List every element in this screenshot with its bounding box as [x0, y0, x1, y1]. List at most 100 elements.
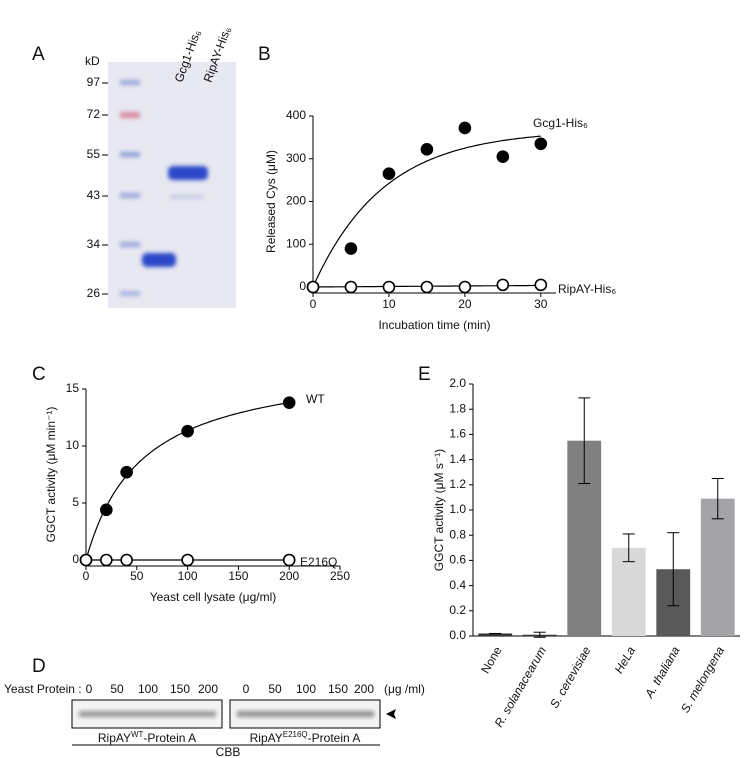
y-tick-label: 400	[286, 108, 306, 122]
x-tick-label: 200	[279, 569, 299, 583]
y-tick-label: 5	[72, 495, 79, 509]
data-point	[344, 280, 358, 294]
amount-label: 200	[198, 682, 218, 696]
y-tick-label: 200	[286, 194, 306, 208]
data-point	[100, 553, 113, 567]
data-point	[534, 278, 548, 292]
y-axis-title: GGCT activity (μM s⁻¹)	[432, 449, 446, 571]
data-point	[120, 465, 133, 479]
gel-bands	[120, 80, 208, 296]
error-bar	[533, 631, 546, 638]
marker-label: 97	[87, 75, 101, 89]
bar	[611, 547, 646, 636]
x-tick-label: 10	[382, 297, 396, 311]
marker-label: 72	[87, 107, 101, 121]
data-point	[458, 121, 472, 135]
series-label: Gcg1-His₆	[533, 116, 588, 130]
x-tick-label: 50	[130, 569, 144, 583]
y-tick-label: 2.0	[449, 376, 466, 390]
blot-label: RipAYE216Q-Protein A	[250, 730, 361, 745]
bar	[478, 633, 513, 636]
x-tick-label: 20	[458, 297, 472, 311]
gel-background	[108, 62, 236, 308]
stain-label: CBB	[216, 745, 241, 758]
y-tick-label: 0	[299, 279, 306, 293]
amount-label: 100	[138, 682, 158, 696]
y-tick-label: 300	[286, 151, 306, 165]
x-axis-title: Incubation time (min)	[378, 318, 490, 332]
data-point	[306, 280, 320, 294]
bar	[700, 498, 735, 636]
y-tick-label: 1.0	[449, 502, 466, 516]
fit-curve	[312, 135, 541, 288]
data-point	[282, 396, 296, 409]
gel-unit: kD	[85, 54, 100, 68]
amount-label: 0	[86, 682, 93, 696]
y-tick-label: 0.6	[449, 553, 466, 567]
amount-label: 50	[110, 682, 124, 696]
x-tick-label: S. melongena	[678, 644, 727, 715]
series-label: RipAY-His₆	[558, 282, 616, 296]
y-tick-label: 15	[66, 381, 80, 395]
y-tick-label: 0.4	[449, 578, 466, 592]
amount-unit: (μg /ml)	[384, 682, 425, 696]
data-point	[382, 280, 396, 294]
y-axis-title: GGCT activity (μM min⁻¹)	[44, 407, 58, 543]
y-tick-label: 0.0	[449, 628, 466, 642]
gel: kD Gcg1-His₆ RipAY-His₆	[85, 24, 236, 308]
data-point	[382, 167, 396, 181]
data-point	[181, 553, 194, 567]
data-point	[79, 553, 93, 567]
data-point	[181, 424, 194, 438]
data-point	[420, 143, 434, 156]
amount-label: 150	[170, 682, 190, 696]
y-tick-label: 1.4	[449, 452, 466, 466]
data-point	[344, 242, 358, 255]
y-tick-label: 1.6	[449, 427, 466, 441]
x-tick-label: A. thaliana	[642, 644, 683, 701]
panel-label: A	[32, 44, 45, 65]
blot-label: RipAYWT-Protein A	[98, 730, 196, 745]
error-bar	[578, 397, 591, 485]
x-tick-label: 250	[330, 569, 350, 583]
marker-label: 34	[87, 237, 101, 251]
amount-label: 200	[354, 682, 374, 696]
marker-label: 26	[87, 286, 101, 300]
panel-label: E	[418, 364, 431, 385]
data-point	[496, 150, 510, 163]
y-tick-label: 0	[72, 552, 79, 566]
amount-label: 0	[243, 682, 250, 696]
y-axis-title: Released Cys (μM)	[264, 150, 278, 253]
panel-label: B	[258, 44, 271, 65]
x-tick-label: 30	[534, 297, 548, 311]
y-tick-label: 1.8	[449, 401, 466, 415]
data-point	[458, 280, 472, 294]
blot: Yeast Protein : (μg /ml) RipAYWT-Protein…	[4, 682, 425, 758]
data-point	[420, 280, 434, 294]
x-axis-title: Yeast cell lysate (μg/ml)	[150, 590, 277, 604]
error-bar	[711, 478, 724, 520]
data-point	[120, 553, 133, 567]
marker-label: 43	[87, 188, 101, 202]
blot-bands	[79, 711, 374, 717]
y-tick-label: 100	[286, 236, 306, 250]
y-tick-label: 0.8	[449, 527, 466, 541]
x-tick-label: 0	[83, 569, 90, 583]
x-tick-label: None	[478, 644, 505, 676]
error-bar	[622, 533, 635, 563]
y-tick-label: 1.2	[449, 477, 466, 491]
amount-label: 150	[328, 682, 348, 696]
data-point	[496, 278, 510, 292]
amount-label: 50	[268, 682, 282, 696]
data-point	[100, 503, 113, 517]
error-bar	[667, 532, 680, 607]
x-tick-label: 150	[228, 569, 248, 583]
series-label: E216Q	[300, 555, 337, 569]
panel-label: D	[32, 656, 46, 677]
x-tick-label: 100	[178, 569, 198, 583]
marker-label: 55	[87, 147, 101, 161]
x-tick-label: S. cerevisiae	[547, 644, 594, 711]
panel-label: C	[32, 364, 46, 385]
y-tick-label: 0.2	[449, 603, 466, 617]
data-point	[282, 553, 296, 567]
